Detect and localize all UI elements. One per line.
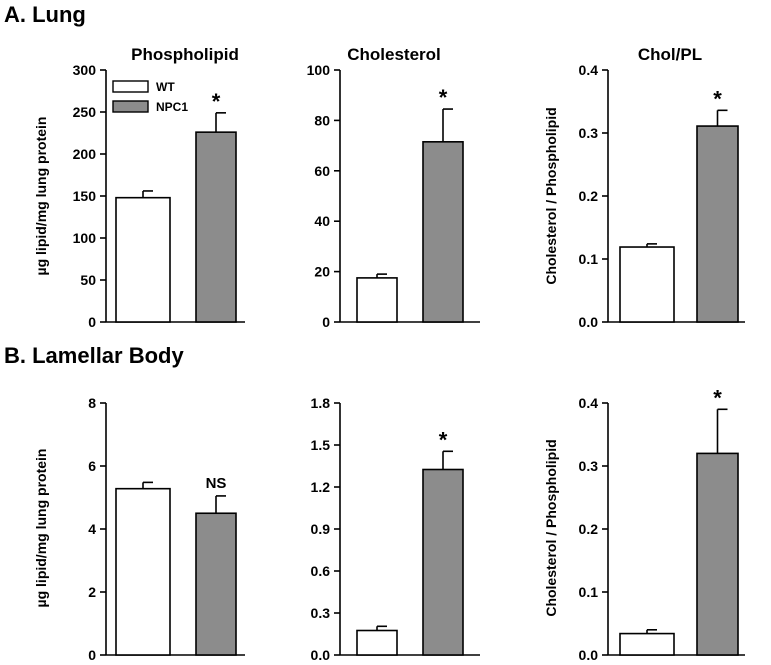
panel-5-tick-label: 1.2 bbox=[311, 479, 331, 495]
panel-2-tick-label: 40 bbox=[314, 213, 330, 229]
panel-4-bar-npc1 bbox=[195, 512, 237, 656]
panel-2-tick-label: 100 bbox=[307, 62, 331, 78]
panel-3-ylabel: Cholesterol / Phospholipid bbox=[543, 107, 559, 284]
panel-1-bar-wt bbox=[115, 196, 171, 323]
panel-1-tick-label: 100 bbox=[73, 230, 97, 246]
panel-6-tick-label: 0.0 bbox=[579, 647, 599, 663]
panel-3-significance-label: * bbox=[713, 86, 722, 111]
panel-5-bar-wt bbox=[356, 629, 398, 656]
panel-3-tick-label: 0.4 bbox=[579, 62, 599, 78]
panel-4-tick-label: 2 bbox=[88, 584, 96, 600]
panel-3-tick-label: 0.0 bbox=[579, 314, 599, 330]
panel-4-significance-label: NS bbox=[206, 475, 227, 492]
panel-5-tick-label: 0.6 bbox=[311, 563, 331, 579]
panel-4-ylabel: µg lipid/mg lung protein bbox=[33, 449, 49, 608]
panel-5-tick-label: 0.3 bbox=[311, 605, 331, 621]
panel-3-bar-npc1 bbox=[696, 125, 739, 323]
panel-6-tick-label: 0.3 bbox=[579, 458, 599, 474]
panel-2-bar-npc1 bbox=[422, 141, 464, 323]
panel-2-title: Cholesterol bbox=[347, 45, 441, 64]
panel-4-bar-wt bbox=[115, 487, 171, 656]
panel-6-tick-label: 0.1 bbox=[579, 584, 599, 600]
panel-1-tick-label: 150 bbox=[73, 188, 97, 204]
panel-2-tick-label: 0 bbox=[322, 314, 330, 330]
panel-1-ylabel: µg lipid/mg lung protein bbox=[33, 117, 49, 276]
panel-4-tick-label: 0 bbox=[88, 647, 96, 663]
panel-1-tick-label: 250 bbox=[73, 104, 97, 120]
panel-1-tick-label: 50 bbox=[80, 272, 96, 288]
panel-3-tick-label: 0.3 bbox=[579, 125, 599, 141]
panel-3-bar-wt bbox=[619, 246, 675, 323]
panel-5-tick-label: 0.9 bbox=[311, 521, 331, 537]
panel-1-significance-label: * bbox=[212, 89, 221, 114]
legend-swatch-wt bbox=[112, 80, 149, 93]
section-a-title: A. Lung bbox=[4, 2, 86, 27]
section-b-title: B. Lamellar Body bbox=[4, 343, 184, 368]
panel-1-bar-npc1 bbox=[195, 131, 237, 323]
panel-6-significance-label: * bbox=[713, 385, 722, 410]
panel-5-tick-label: 0.0 bbox=[311, 647, 331, 663]
panel-1-tick-label: 0 bbox=[88, 314, 96, 330]
panel-4-tick-label: 8 bbox=[88, 395, 96, 411]
panel-3-title: Chol/PL bbox=[638, 45, 702, 64]
panel-3-tick-label: 0.2 bbox=[579, 188, 599, 204]
legend-label-npc1: NPC1 bbox=[156, 100, 188, 114]
panel-2-tick-label: 80 bbox=[314, 112, 330, 128]
panel-6-bar-wt bbox=[619, 632, 675, 656]
panel-5-tick-label: 1.5 bbox=[311, 437, 331, 453]
legend-swatch-npc1 bbox=[112, 100, 149, 113]
panel-2-tick-label: 20 bbox=[314, 264, 330, 280]
panel-1-tick-label: 200 bbox=[73, 146, 97, 162]
panel-2-bar-wt bbox=[356, 277, 398, 323]
panel-2-significance-label: * bbox=[439, 85, 448, 110]
panel-5-significance-label: * bbox=[439, 427, 448, 452]
panel-2-tick-label: 60 bbox=[314, 163, 330, 179]
legend-label-wt: WT bbox=[156, 80, 175, 94]
panel-1-tick-label: 300 bbox=[73, 62, 97, 78]
panel-5-bar-npc1 bbox=[422, 468, 464, 656]
panel-3-tick-label: 0.1 bbox=[579, 251, 599, 267]
panel-4-tick-label: 4 bbox=[88, 521, 96, 537]
panel-4-tick-label: 6 bbox=[88, 458, 96, 474]
panel-6-tick-label: 0.4 bbox=[579, 395, 599, 411]
panel-6-tick-label: 0.2 bbox=[579, 521, 599, 537]
panel-5-tick-label: 1.8 bbox=[311, 395, 331, 411]
panel-1-title: Phospholipid bbox=[131, 45, 239, 64]
panel-6-bar-npc1 bbox=[696, 452, 739, 656]
panel-6-ylabel: Cholesterol / Phospholipid bbox=[543, 439, 559, 616]
